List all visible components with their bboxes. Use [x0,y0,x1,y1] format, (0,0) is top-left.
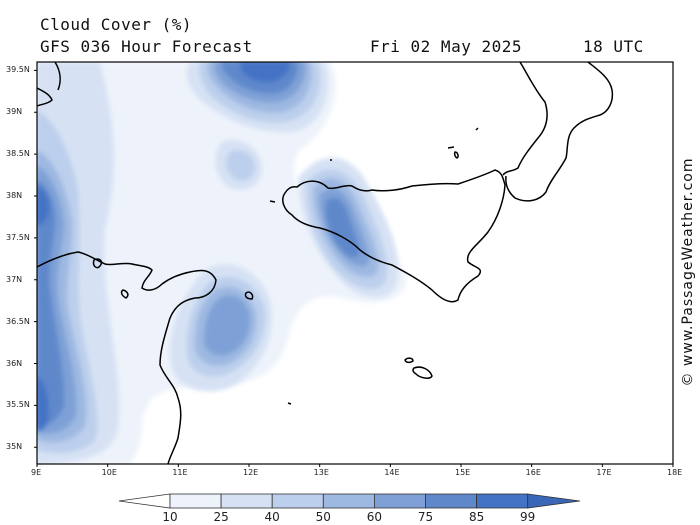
cloud-layer-85 [37,62,290,431]
colorbar-label: 85 [468,510,485,524]
tunisia-small-island [92,258,103,269]
calabria-coast [502,62,614,202]
lat-tick-label: 39.5N [6,65,30,75]
tunisia-coast [37,251,217,464]
lon-tick-label: 16E [525,468,541,477]
colorbar-label: 10 [162,510,178,524]
forecast-time: 18 UTC [583,37,644,56]
lon-tick-label: 14E [384,468,400,477]
map-frame [36,61,674,465]
colorbar-high-arrow [527,493,581,509]
lat-tick-label: 37.5N [6,232,30,242]
colorbar-segment [169,493,222,509]
colorbar-label: 40 [264,510,280,524]
colorbar-segment [271,493,324,509]
sicily-coast [282,169,506,303]
kerkennah-island [120,289,129,299]
lon-tick-label: 13E [313,468,329,477]
pantelleria-island [244,291,254,300]
lon-tick-label: 12E [243,468,259,477]
lat-tick-label: 35.5N [6,400,30,410]
lat-tick-label: 36N [6,358,23,368]
lat-tick-label: 38N [6,191,23,200]
malta-island [404,357,433,379]
lon-tick-label: 11E [172,468,188,477]
sardinia-coast [37,62,61,107]
colorbar-segment [476,493,529,509]
colorbar-segment [322,493,375,509]
cloud-cover-field [37,62,407,464]
lat-tick-label: 37N [6,274,23,284]
colorbar-segment [373,493,426,509]
egadi-island [269,200,276,203]
lat-tick-label: 38.5N [6,149,30,159]
axis-tickmarks [34,69,674,467]
aeolian-islands [447,127,479,159]
colorbar-label: 75 [417,510,434,524]
lat-tick-label: 39N [6,107,23,117]
forecast-date: Fri 02 May 2025 [370,37,522,56]
lon-tick-label: 17E [596,468,612,477]
colorbar-label: 50 [315,510,331,524]
forecast-model-line: GFS 036 Hour Forecast [40,37,253,56]
lat-tick-label: 35N [6,442,23,452]
lon-tick-label: 10E [101,468,117,477]
map-title: Cloud Cover (%) [40,15,192,34]
lon-tick-label: 9E [31,468,42,477]
colorbar-label: 99 [520,510,536,524]
lat-tick-label: 36.5N [6,316,30,326]
lampedusa-island [287,402,292,405]
colorbar-label: 60 [366,510,383,524]
coastlines [37,62,614,464]
colorbar-low-arrow [118,493,171,509]
colorbar-segment [220,493,273,509]
credit-watermark: © www.PassageWeather.com [680,157,696,387]
lon-tick-label: 15E [455,468,471,477]
colorbar-label: 25 [213,510,229,524]
colorbar-segment [425,493,477,509]
lon-tick-label: 18E [667,468,683,477]
colorbar [118,493,581,509]
